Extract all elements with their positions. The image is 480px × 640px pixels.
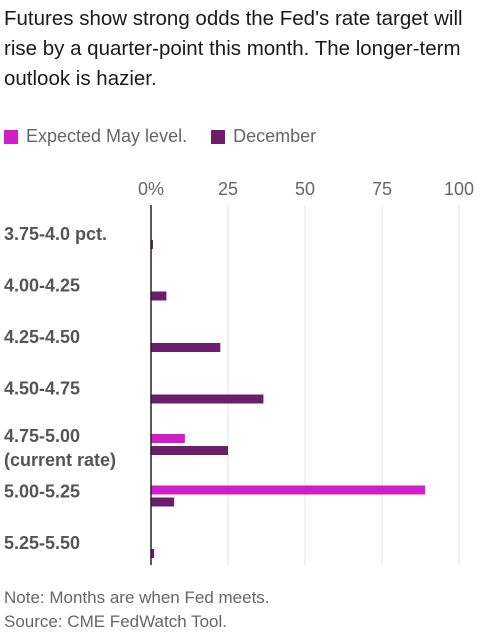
legend-item-may: Expected May level. [4,126,187,147]
legend: Expected May level. December [4,126,340,147]
category-label-4: 4.75-5.00 [4,426,80,446]
x-tick-label-50: 50 [295,179,315,199]
footer-source: Source: CME FedWatch Tool. [4,612,227,631]
category-label-6: 5.25-5.50 [4,533,80,553]
legend-swatch-may [4,129,18,144]
bar-december-6 [151,549,155,558]
bar-december-5 [151,497,175,507]
category-label-0: 3.75-4.0 pct. [4,224,107,244]
bar-may-5 [151,485,426,495]
x-tick-label-100: 100 [444,179,474,199]
x-tick-label-25: 25 [218,179,238,199]
legend-label-may: Expected May level. [26,126,188,146]
bar-may-4 [151,434,185,443]
footer-note: Note: Months are when Fed meets. [4,588,270,607]
x-tick-label-0: 0% [138,179,164,199]
bar-december-3 [151,394,264,404]
bar-december-4 [151,446,228,455]
bar-december-1 [151,291,167,301]
category-label-5: 5.00-5.25 [4,482,80,502]
category-label-1: 4.00-4.25 [4,276,80,296]
legend-swatch-december [211,129,226,144]
legend-item-december: December [211,126,316,147]
bar-december-2 [151,343,221,352]
bar-december-0 [151,240,153,249]
chart-title: Futures show strong odds the Fed's rate … [4,7,463,90]
footer: Note: Months are when Fed meets. Source:… [4,586,270,634]
category-label-3: 4.50-4.75 [4,379,80,399]
legend-label-december: December [233,126,317,146]
category-label-2: 4.25-4.50 [4,327,80,347]
x-tick-label-75: 75 [372,179,392,199]
category-label-4-sub: (current rate) [4,450,116,470]
